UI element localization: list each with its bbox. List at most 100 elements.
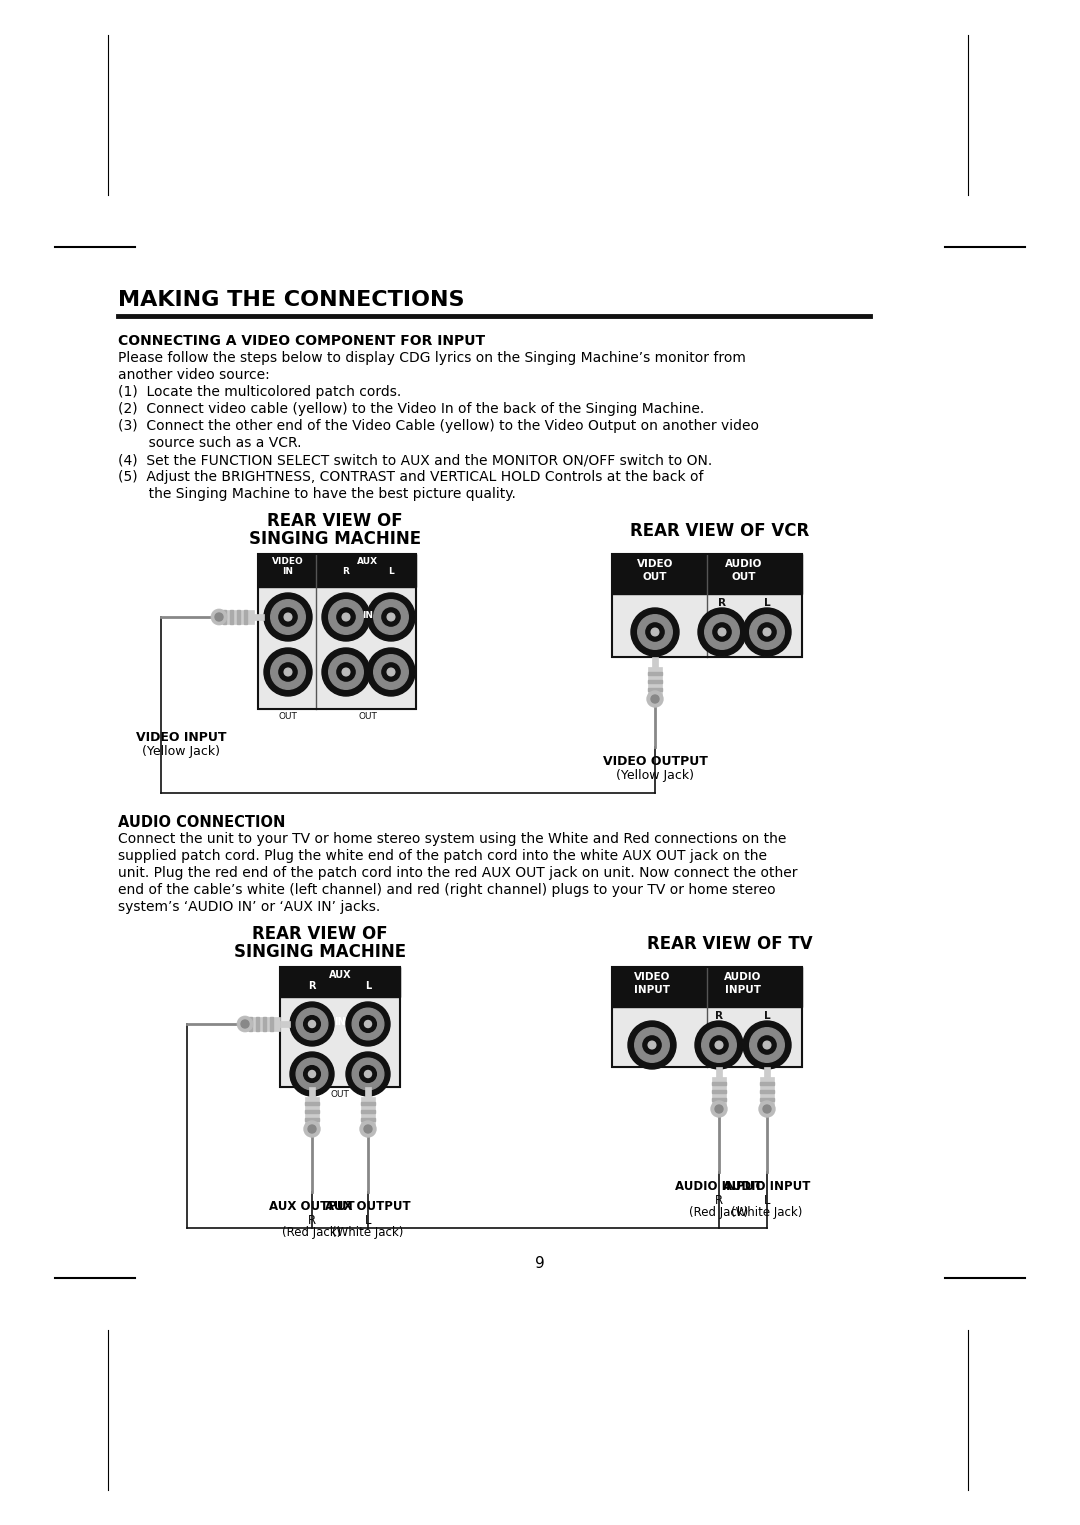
- Bar: [764, 1068, 770, 1077]
- Bar: [256, 1017, 259, 1031]
- Circle shape: [309, 1020, 315, 1028]
- Circle shape: [711, 1101, 727, 1116]
- Text: REAR VIEW OF TV: REAR VIEW OF TV: [647, 935, 813, 953]
- Circle shape: [337, 608, 355, 627]
- Text: VIDEO OUTPUT: VIDEO OUTPUT: [603, 755, 707, 769]
- Text: VIDEO: VIDEO: [272, 557, 303, 566]
- Circle shape: [322, 648, 370, 695]
- Bar: [760, 1083, 774, 1084]
- Circle shape: [647, 691, 663, 708]
- Circle shape: [713, 622, 731, 640]
- Circle shape: [328, 654, 363, 689]
- Circle shape: [352, 1058, 383, 1090]
- Text: (White Jack): (White Jack): [333, 1226, 404, 1238]
- Circle shape: [308, 1125, 316, 1133]
- Circle shape: [360, 1066, 376, 1083]
- Text: the Singing Machine to have the best picture quality.: the Singing Machine to have the best pic…: [118, 486, 516, 502]
- Circle shape: [241, 1020, 249, 1028]
- Circle shape: [643, 1035, 661, 1054]
- Circle shape: [237, 1016, 253, 1032]
- Circle shape: [382, 608, 400, 627]
- Bar: [230, 610, 233, 624]
- Bar: [365, 1087, 372, 1096]
- Circle shape: [374, 654, 408, 689]
- Bar: [612, 554, 802, 595]
- Text: OUT: OUT: [330, 1090, 350, 1100]
- Text: AUDIO: AUDIO: [726, 560, 762, 569]
- Circle shape: [651, 628, 659, 636]
- Bar: [258, 554, 416, 709]
- Circle shape: [360, 1016, 376, 1032]
- Text: AUX OUTPUT: AUX OUTPUT: [269, 1200, 355, 1212]
- Bar: [305, 1110, 319, 1113]
- Circle shape: [387, 613, 395, 621]
- Bar: [716, 1068, 723, 1077]
- Text: supplied patch cord. Plug the white end of the patch cord into the white AUX OUT: supplied patch cord. Plug the white end …: [118, 849, 767, 863]
- Circle shape: [651, 695, 659, 703]
- Circle shape: [211, 608, 227, 625]
- Text: L: L: [365, 1214, 372, 1228]
- Circle shape: [764, 628, 771, 636]
- Bar: [264, 1017, 266, 1031]
- Bar: [237, 610, 240, 624]
- Text: R: R: [308, 981, 315, 991]
- Text: OUT: OUT: [643, 572, 667, 583]
- Text: another video source:: another video source:: [118, 368, 270, 381]
- Text: OUT: OUT: [359, 712, 377, 721]
- Circle shape: [271, 599, 306, 634]
- Circle shape: [271, 654, 306, 689]
- Text: INPUT: INPUT: [634, 985, 670, 994]
- Text: VIDEO INPUT: VIDEO INPUT: [136, 730, 226, 744]
- Circle shape: [627, 1022, 676, 1069]
- Circle shape: [374, 599, 408, 634]
- Text: 9: 9: [535, 1257, 545, 1270]
- Bar: [612, 967, 802, 1068]
- Text: L: L: [764, 598, 770, 608]
- Text: SINGING MACHINE: SINGING MACHINE: [234, 942, 406, 961]
- Bar: [712, 1098, 726, 1101]
- Bar: [258, 554, 416, 709]
- Circle shape: [291, 1002, 334, 1046]
- Circle shape: [346, 1002, 390, 1046]
- Text: L: L: [764, 1011, 770, 1022]
- Circle shape: [360, 1121, 376, 1138]
- Circle shape: [750, 615, 784, 650]
- Bar: [712, 1083, 726, 1084]
- Text: (5)  Adjust the BRIGHTNESS, CONTRAST and VERTICAL HOLD Controls at the back of: (5) Adjust the BRIGHTNESS, CONTRAST and …: [118, 470, 703, 483]
- Text: R: R: [718, 598, 726, 608]
- Text: OUT: OUT: [732, 572, 756, 583]
- Circle shape: [322, 593, 370, 640]
- Text: IN: IN: [334, 1017, 346, 1026]
- Circle shape: [309, 1071, 315, 1078]
- Bar: [305, 1103, 319, 1106]
- Bar: [244, 610, 247, 624]
- Circle shape: [715, 1106, 723, 1113]
- Circle shape: [303, 1066, 321, 1083]
- Circle shape: [264, 593, 312, 640]
- Bar: [648, 666, 662, 698]
- Circle shape: [296, 1008, 328, 1040]
- Bar: [361, 1096, 375, 1128]
- Circle shape: [758, 1035, 777, 1054]
- Bar: [305, 1118, 319, 1121]
- Bar: [280, 1022, 291, 1026]
- Bar: [612, 554, 802, 657]
- Text: AUDIO: AUDIO: [725, 971, 761, 982]
- Text: (Yellow Jack): (Yellow Jack): [141, 746, 220, 758]
- Bar: [258, 554, 416, 587]
- Bar: [648, 673, 662, 676]
- Text: REAR VIEW OF VCR: REAR VIEW OF VCR: [631, 522, 810, 540]
- Text: end of the cable’s white (left channel) and red (right channel) plugs to your TV: end of the cable’s white (left channel) …: [118, 883, 775, 897]
- Text: L: L: [365, 981, 372, 991]
- Text: source such as a VCR.: source such as a VCR.: [118, 436, 301, 450]
- Text: SINGING MACHINE: SINGING MACHINE: [248, 531, 421, 547]
- Text: unit. Plug the red end of the patch cord into the red AUX OUT jack on unit. Now : unit. Plug the red end of the patch cord…: [118, 866, 797, 880]
- Circle shape: [646, 622, 664, 640]
- Circle shape: [637, 615, 672, 650]
- Text: AUX: AUX: [328, 970, 351, 981]
- Text: Please follow the steps below to display CDG lyrics on the Singing Machine’s mon: Please follow the steps below to display…: [118, 351, 746, 364]
- Bar: [361, 1118, 375, 1121]
- Circle shape: [364, 1020, 372, 1028]
- Circle shape: [718, 628, 726, 636]
- Bar: [270, 1017, 273, 1031]
